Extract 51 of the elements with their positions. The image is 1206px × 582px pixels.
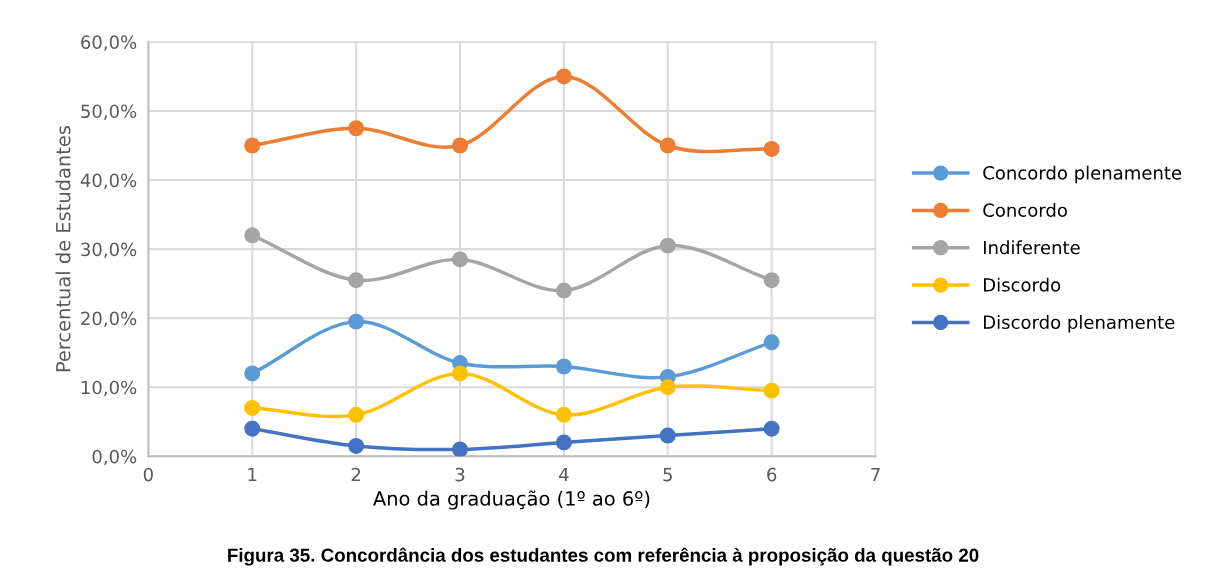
y-tick-label: 0,0% xyxy=(92,449,137,466)
y-tick-label: 50,0% xyxy=(81,104,137,120)
legend-label: Discordo plenamente xyxy=(984,315,1175,333)
x-tick-label: 0 xyxy=(143,467,153,482)
point xyxy=(763,272,780,289)
point xyxy=(452,441,468,457)
y-axis-title: Percentual de Estudantes xyxy=(55,125,71,372)
point xyxy=(555,282,572,299)
x-tick-label: 2 xyxy=(351,467,361,482)
point xyxy=(244,365,261,382)
point xyxy=(659,379,676,396)
point xyxy=(244,420,261,437)
point xyxy=(555,68,572,85)
point xyxy=(348,437,365,454)
point xyxy=(763,382,780,399)
point xyxy=(244,137,261,154)
x-axis-title: Ano da graduação (1º ao 6º) xyxy=(373,490,650,510)
point xyxy=(348,272,365,289)
y-tick-label: 40,0% xyxy=(80,173,137,189)
point xyxy=(763,334,780,351)
point xyxy=(659,237,676,254)
point xyxy=(452,137,468,154)
point xyxy=(659,137,676,154)
point xyxy=(244,399,261,416)
x-tick-label: 4 xyxy=(559,467,569,482)
point xyxy=(244,227,261,244)
x-tick-label: 7 xyxy=(871,467,880,482)
point xyxy=(348,406,365,423)
y-tick-label: 60,0% xyxy=(81,35,137,51)
y-tick-label: 10,0% xyxy=(81,380,137,397)
point xyxy=(452,251,468,268)
point xyxy=(555,358,572,375)
point xyxy=(763,420,780,437)
point xyxy=(348,313,365,330)
y-tick-label: 30,0% xyxy=(81,242,137,259)
x-tick-label: 3 xyxy=(455,467,465,482)
legend-label: Concordo xyxy=(983,203,1067,217)
point xyxy=(555,434,572,451)
text: Figura 35. Concordância dos estudantes com referência à proposição da questão 20 xyxy=(228,547,979,566)
point xyxy=(452,365,468,382)
y-tick-label: 20,0% xyxy=(81,311,137,328)
x-tick-label: 1 xyxy=(248,467,257,482)
point xyxy=(555,406,572,423)
x-tick-label: 5 xyxy=(663,467,672,482)
point xyxy=(659,427,676,444)
legend-label: Concordo plenamente xyxy=(983,165,1182,184)
point xyxy=(763,140,780,157)
legend-label: Indiferente xyxy=(984,240,1080,255)
x-tick-label: 6 xyxy=(767,467,777,482)
legend-label: Discordo xyxy=(984,277,1061,292)
point xyxy=(348,120,365,137)
